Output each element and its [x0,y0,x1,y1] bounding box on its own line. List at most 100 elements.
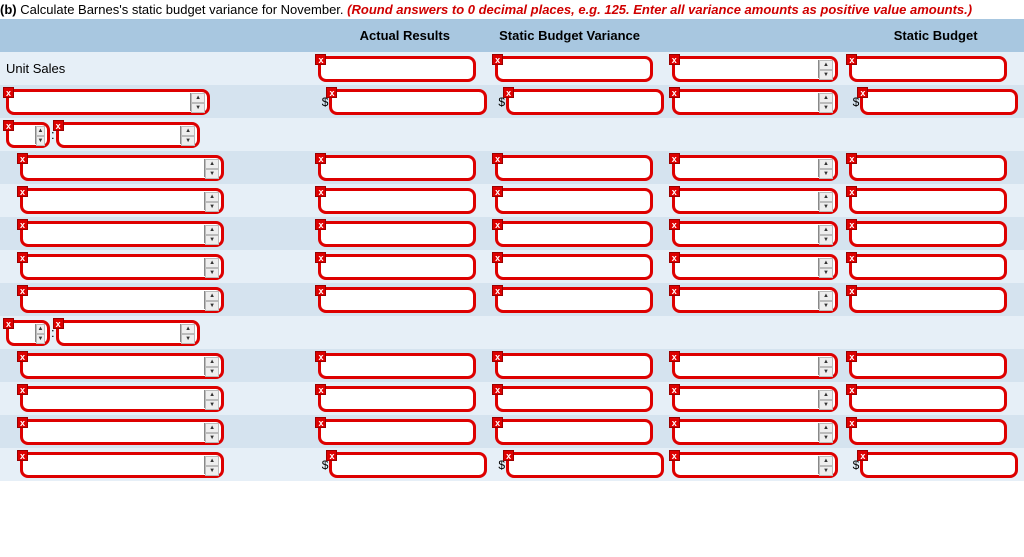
variance-input[interactable] [498,291,650,309]
line-item-select[interactable] [59,324,181,342]
variance-input[interactable] [498,423,650,441]
actual-input[interactable] [321,357,473,375]
error-icon: x [17,351,28,362]
variance-type-select[interactable] [675,258,819,276]
line-item-select[interactable] [59,126,181,144]
error-icon: x [17,417,28,428]
spinner-icon[interactable]: ▲▼ [818,357,832,375]
variance-type-select[interactable] [675,60,819,78]
prompt-text-1: Calculate Barnes's static budget varianc… [17,2,348,17]
variance-input[interactable] [509,93,661,111]
spinner-icon[interactable]: ▲▼ [35,324,45,342]
actual-input[interactable] [332,93,484,111]
actual-input[interactable] [321,390,473,408]
spinner-icon[interactable]: ▲▼ [204,357,219,375]
spinner-icon[interactable]: ▲▼ [818,60,832,78]
variance-type-select[interactable] [675,423,819,441]
spinner-icon[interactable]: ▲▼ [180,324,194,342]
line-item-select[interactable] [23,357,204,375]
line-item-select[interactable] [23,159,204,177]
variance-amount-field: x [495,419,653,445]
error-icon: x [492,219,503,230]
error-icon: x [492,186,503,197]
spinner-icon[interactable]: ▲▼ [818,192,832,210]
line-item-select-field: x▲▼ [20,254,224,280]
budget-input[interactable] [852,159,1004,177]
spinner-icon[interactable]: ▲▼ [818,456,832,474]
variance-type-select[interactable] [675,456,819,474]
variance-input[interactable] [498,357,650,375]
actual-input[interactable] [321,60,473,78]
variance-input[interactable] [498,60,650,78]
line-item-select[interactable] [23,225,204,243]
error-icon: x [315,54,326,65]
actual-input[interactable] [321,258,473,276]
budget-input[interactable] [863,456,1015,474]
spinner-icon[interactable]: ▲▼ [818,423,832,441]
spinner-icon[interactable]: ▲▼ [204,258,219,276]
spinner-icon[interactable]: ▲▼ [204,390,219,408]
budget-input[interactable] [852,357,1004,375]
line-item-select[interactable] [23,456,204,474]
table-row: x▲▼ : x▲▼ [0,118,1024,151]
variance-type-select[interactable] [675,159,819,177]
line-item-select[interactable] [23,423,204,441]
line-item-select[interactable] [23,192,204,210]
error-icon: x [669,285,680,296]
line-item-select[interactable] [23,258,204,276]
variance-input[interactable] [498,225,650,243]
spinner-icon[interactable]: ▲▼ [204,291,219,309]
variance-type-select[interactable] [675,390,819,408]
actual-input[interactable] [321,291,473,309]
spinner-icon[interactable]: ▲▼ [818,291,832,309]
actual-input[interactable] [321,159,473,177]
variance-type-select[interactable] [675,93,819,111]
budget-input[interactable] [852,291,1004,309]
header-variance: Static Budget Variance [493,19,847,52]
spinner-icon[interactable]: ▲▼ [818,93,832,111]
line-item-select[interactable] [9,93,190,111]
variance-type-select[interactable] [675,291,819,309]
error-icon: x [53,120,64,131]
variance-input[interactable] [498,192,650,210]
actual-input[interactable] [321,423,473,441]
spinner-icon[interactable]: ▲▼ [190,93,205,111]
variance-input[interactable] [498,159,650,177]
variance-type-select[interactable] [675,225,819,243]
variance-type-field: x▲▼ [672,221,838,247]
spinner-icon[interactable]: ▲▼ [204,225,219,243]
budget-input[interactable] [863,93,1015,111]
spinner-icon[interactable]: ▲▼ [180,126,194,144]
variance-input[interactable] [498,390,650,408]
budget-input[interactable] [852,423,1004,441]
variance-type-select[interactable] [675,357,819,375]
variance-amount-field: x [495,287,653,313]
spinner-icon[interactable]: ▲▼ [818,390,832,408]
spinner-icon[interactable]: ▲▼ [818,225,832,243]
variance-input[interactable] [509,456,661,474]
budget-input[interactable] [852,192,1004,210]
spinner-icon[interactable]: ▲▼ [204,159,219,177]
variance-amount-field: x [495,155,653,181]
line-item-select[interactable] [23,291,204,309]
budget-input[interactable] [852,60,1004,78]
variance-input[interactable] [498,258,650,276]
error-icon: x [315,252,326,263]
budget-input[interactable] [852,258,1004,276]
budget-input[interactable] [852,225,1004,243]
spinner-icon[interactable]: ▲▼ [818,159,832,177]
spinner-icon[interactable]: ▲▼ [204,423,219,441]
line-item-select[interactable] [23,390,204,408]
actual-input[interactable] [332,456,484,474]
line-item-select-field: x ▲▼ [20,353,224,379]
actual-input[interactable] [321,225,473,243]
spinner-icon[interactable]: ▲▼ [35,126,45,144]
actual-input[interactable] [321,192,473,210]
variance-type-select[interactable] [675,192,819,210]
variance-amount-field: x [506,89,664,115]
spinner-icon[interactable]: ▲▼ [818,258,832,276]
spinner-icon[interactable]: ▲▼ [204,456,219,474]
budget-input[interactable] [852,390,1004,408]
error-icon: x [315,186,326,197]
spinner-icon[interactable]: ▲▼ [204,192,219,210]
